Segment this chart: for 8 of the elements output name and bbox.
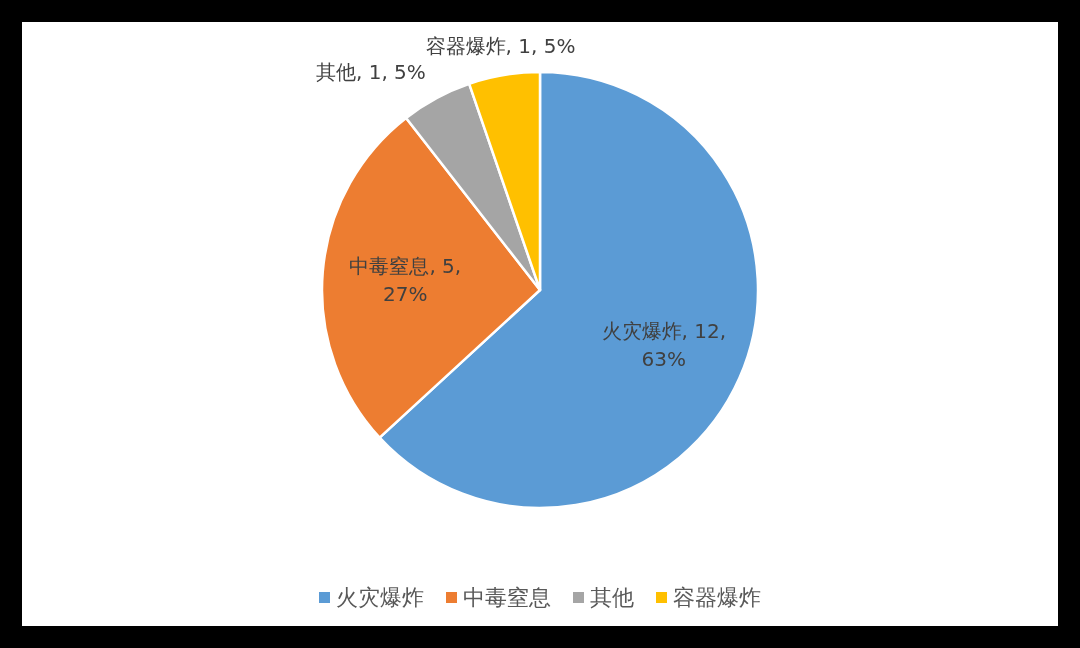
- data-label: 火灾爆炸, 12, 63%: [601, 319, 727, 372]
- legend-label: 容器爆炸: [673, 585, 761, 610]
- legend-label: 中毒窒息: [463, 585, 551, 610]
- legend-label: 其他: [590, 585, 634, 610]
- data-label: 中毒窒息, 5, 27%: [349, 253, 462, 306]
- legend-label: 火灾爆炸: [336, 585, 424, 610]
- data-label: 其他, 1, 5%: [315, 60, 426, 85]
- data-label: 容器爆炸, 1, 5%: [425, 34, 576, 59]
